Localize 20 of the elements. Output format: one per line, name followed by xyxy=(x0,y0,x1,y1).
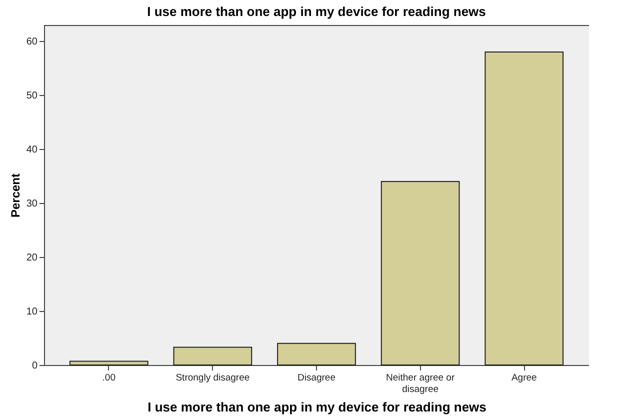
y-tick-label: 20 xyxy=(26,252,38,264)
x-tick-label: Agree xyxy=(511,372,537,384)
x-tick-label: .00 xyxy=(102,372,116,384)
y-tick-label: 10 xyxy=(26,306,38,318)
x-tick-label: Strongly disagree xyxy=(176,372,250,384)
x-tick-label: Disagree xyxy=(297,372,336,384)
x-axis-title: I use more than one app in my device for reading news xyxy=(148,400,486,414)
x-tick-label: Neither agree or disagree xyxy=(386,372,455,395)
bar xyxy=(173,346,252,366)
y-tick-label: 40 xyxy=(26,144,38,156)
chart-title: I use more than one app in my device for reading news xyxy=(147,4,486,19)
bar xyxy=(277,342,356,366)
y-tick-label: 50 xyxy=(26,90,38,102)
y-axis-title: Percent xyxy=(8,173,22,218)
y-tick-label: 30 xyxy=(26,198,38,210)
bar xyxy=(484,51,564,366)
bar xyxy=(69,360,148,366)
bar xyxy=(380,181,460,366)
y-tick-label: 60 xyxy=(26,36,38,48)
y-tick-label: 0 xyxy=(32,360,38,372)
